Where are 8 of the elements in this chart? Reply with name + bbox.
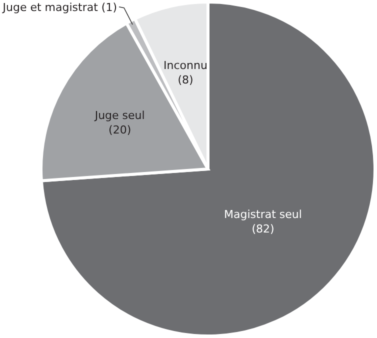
slice-label: Inconnu xyxy=(164,59,208,72)
data-label: (20) xyxy=(108,123,132,136)
data-label: (82) xyxy=(252,222,274,236)
slice-label: Juge et magistrat (1) xyxy=(2,0,118,14)
pie-slice xyxy=(40,0,376,338)
data-label: (8) xyxy=(178,73,194,86)
slice-label: Magistrat seul xyxy=(224,208,302,222)
slice-label: Juge seul xyxy=(94,109,145,122)
